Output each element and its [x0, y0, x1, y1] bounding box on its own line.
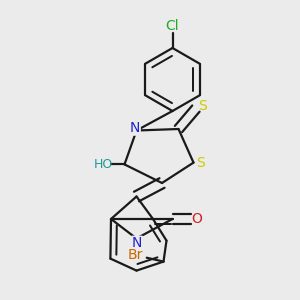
Text: HO: HO [93, 158, 112, 171]
Text: N: N [132, 236, 142, 250]
Text: O: O [192, 212, 203, 226]
Text: S: S [196, 156, 205, 170]
Text: S: S [198, 99, 207, 112]
Text: Br: Br [128, 248, 143, 262]
Text: Cl: Cl [166, 20, 179, 33]
Text: N: N [130, 121, 140, 135]
